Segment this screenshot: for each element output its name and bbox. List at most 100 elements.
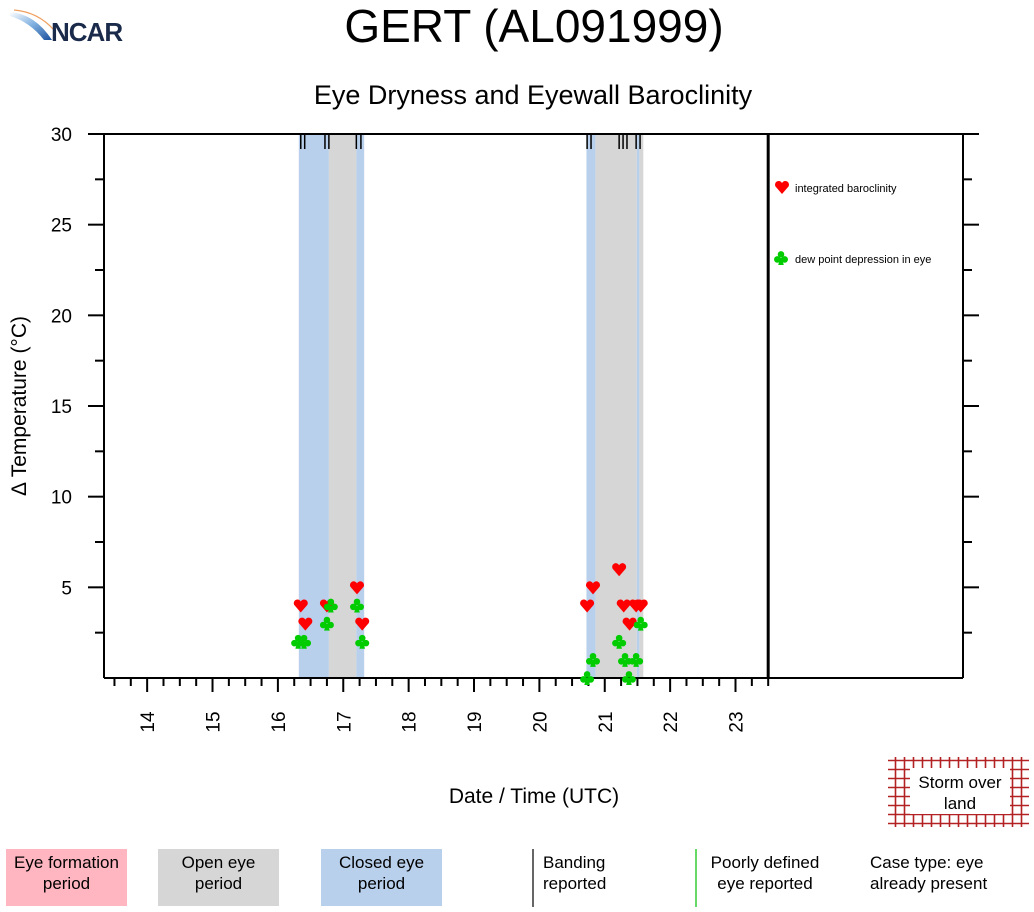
closed-eye-band [636,134,640,678]
club-stem [328,605,334,613]
club-lobe [355,639,362,647]
club-lobe [621,676,629,683]
club-stem [778,258,784,265]
case-type-label: Case type: eye already present [870,853,988,893]
x-tick-label: 17 [334,711,355,732]
heart-shape [580,599,595,613]
club-marker [297,634,312,649]
legend-club-icon [774,251,788,265]
club-lobe [357,603,364,611]
club-lobe [304,639,312,647]
closed-eye-band [356,134,365,678]
club-lobe [615,634,623,642]
heart-shape [293,599,308,613]
open-eye-band [595,134,637,678]
heart-shape [585,581,601,595]
heart-marker [293,599,308,613]
legend-label-dewpoint: dew point depression in eye [795,254,931,266]
open-eye-band [639,134,644,678]
x-tick-label: 16 [269,711,290,732]
club-stem [622,659,628,667]
x-tick-label: 23 [727,711,748,732]
club-marker [621,671,636,685]
club-marker [319,616,334,631]
club-stem [359,641,366,649]
y-tick-label: 15 [51,397,72,418]
x-tick-label: 19 [465,711,486,732]
y-tick-label: 25 [51,216,72,237]
heart-marker [633,599,648,613]
axes: 5 10 15 20 25 30 14 15 16 17 18 19 20 21 22 23 [51,125,979,733]
y-tick-label: 30 [51,125,72,146]
y-tick-label: 10 [51,488,72,509]
club-lobe [641,621,648,629]
legend: integrated baroclinity dew point depress… [774,180,931,266]
svg-text:NCAR: NCAR [51,17,123,47]
club-lobe [327,598,335,606]
x-tick-label: 18 [400,711,421,732]
club-lobe [587,676,595,683]
chart-subtitle: Eye Dryness and Eyewall Baroclinity [314,80,753,110]
club-stem [616,641,622,649]
club-lobe [618,657,625,665]
club-stem [626,678,632,685]
club-stem [590,659,596,667]
heart-marker [612,563,627,577]
club-lobe [349,603,357,611]
club-marker [633,616,648,631]
club-lobe [629,676,636,683]
heart-marker [355,617,370,631]
closed-eye-legend: Closed eye period [321,849,442,906]
x-tick-label: 20 [530,711,551,732]
closed-eye-band [298,134,329,678]
club-stem [324,623,330,631]
club-stem [584,678,590,685]
heart-marker [585,581,601,595]
club-lobe [774,256,781,263]
y-axis-label: Δ Temperature (°C) [8,316,31,496]
club-lobe [353,598,361,606]
y-tick-label: 5 [61,578,72,599]
heart-shape [633,599,648,613]
club-lobe [589,652,597,660]
heart-shape [355,617,370,631]
period-bands [298,134,644,678]
banding-legend-label: Banding reported [543,853,607,893]
club-lobe [593,657,600,665]
open-eye-band [328,134,357,678]
club-lobe [625,671,633,678]
club-lobe [362,639,370,647]
club-lobe [580,676,587,683]
club-lobe [636,657,644,665]
club-lobe [300,634,308,642]
x-tick-label: 21 [596,711,617,732]
club-marker [585,652,600,667]
legend-heart-icon [774,180,790,194]
club-lobe [637,616,645,624]
club-lobe [583,671,591,678]
club-lobe [331,603,338,611]
heart-shape [622,617,637,631]
club-marker [580,671,595,685]
club-lobe [585,657,593,665]
data-markers [291,563,648,685]
x-axis-label: Date / Time (UTC) [449,785,619,808]
club-marker [349,598,364,613]
club-stem [633,659,639,667]
storm-over-land-label: Storm over land [918,773,1002,813]
heart-marker [298,617,313,631]
heart-marker [349,581,365,595]
club-lobe [358,634,366,642]
x-tick-label: 15 [204,711,225,732]
club-lobe [619,639,627,647]
club-lobe [781,256,788,263]
heart-shape [612,563,627,577]
banding-report-marks [300,134,641,149]
club-lobe [319,621,327,629]
club-lobe [777,251,785,258]
club-lobe [621,652,629,660]
club-marker [323,598,338,613]
storm-over-land-label-bg [910,768,1010,814]
